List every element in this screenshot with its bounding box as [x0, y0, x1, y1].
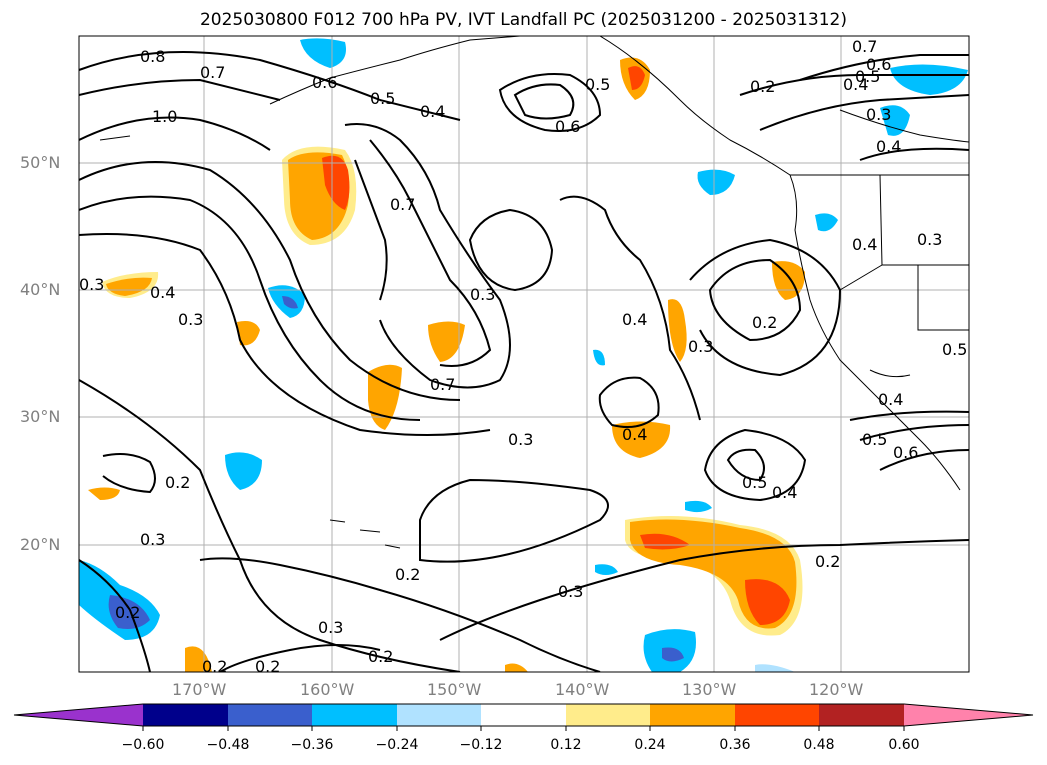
coastlines [99, 36, 969, 549]
lat-tick-label: 20°N [20, 535, 61, 554]
contour-label: 0.2 [750, 77, 775, 96]
contour-label: 0.7 [390, 195, 415, 214]
contour-label: 0.2 [255, 657, 280, 676]
colorbar-extend-min [14, 704, 143, 726]
contour-label: 0.2 [752, 313, 777, 332]
contour-label: 0.2 [815, 552, 840, 571]
lon-tick-label: 120°W [809, 680, 864, 699]
contour-label: 0.4 [622, 310, 647, 329]
lat-tick-label: 40°N [20, 280, 61, 299]
contour-label: 0.2 [368, 647, 393, 666]
colorbar-segment [819, 704, 904, 726]
contour-label: 0.6 [312, 73, 337, 92]
lon-tick-label: 130°W [682, 680, 737, 699]
contour-label: 0.3 [470, 285, 495, 304]
lon-tick-label: 140°W [555, 680, 610, 699]
colorbar-tick-label: 0.24 [634, 737, 666, 753]
contour-label: 0.2 [395, 565, 420, 584]
contour-label: 0.6 [555, 117, 580, 136]
colorbar-segment [735, 704, 819, 726]
contour-label: 1.0 [152, 107, 177, 126]
colorbar [13, 703, 1034, 731]
contour-label: 0.3 [917, 230, 942, 249]
map-title: 2025030800 F012 700 hPa PV, IVT Landfall… [199, 10, 847, 30]
contour-label: 0.3 [558, 582, 583, 601]
colorbar-segment [228, 704, 312, 726]
contour-label: 0.4 [420, 102, 445, 121]
contour-label: 0.3 [688, 337, 713, 356]
contour-label: 0.4 [878, 390, 903, 409]
contour-label: 0.7 [852, 37, 877, 56]
shaded-negative-anomalies [79, 38, 968, 672]
lat-tick-label: 50°N [20, 153, 61, 172]
contour-label: 0.4 [852, 235, 877, 254]
contour-label: 0.5 [942, 340, 967, 359]
colorbar-tick-label: −0.36 [290, 737, 334, 753]
contour-label: 0.6 [866, 55, 891, 74]
contour-label: 0.4 [622, 425, 647, 444]
pv-contours [79, 51, 969, 672]
contour-label: 0.8 [140, 47, 165, 66]
contour-label: 0.3 [508, 430, 533, 449]
contour-label: 0.2 [202, 657, 227, 676]
contour-label: 0.5 [742, 473, 767, 492]
contour-label: 0.4 [843, 75, 868, 94]
contour-label: 0.4 [876, 137, 901, 156]
colorbar-tick-label: −0.12 [459, 737, 503, 753]
lon-tick-label: 150°W [427, 680, 482, 699]
colorbar-segment [312, 704, 397, 726]
colorbar-segment [566, 704, 650, 726]
lat-tick-label: 30°N [20, 407, 61, 426]
map-frame [78, 35, 970, 673]
lon-tick-label: 170°W [172, 680, 227, 699]
contour-label: 0.3 [866, 105, 891, 124]
contour-label: 0.5 [855, 67, 880, 86]
contour-label: 0.5 [370, 89, 395, 108]
colorbar-segment [650, 704, 735, 726]
colorbar-tick-label: −0.60 [121, 737, 165, 753]
contour-label: 0.2 [165, 473, 190, 492]
shaded-positive-anomalies [88, 57, 805, 672]
contour-label: 0.3 [178, 310, 203, 329]
colorbar-segment [397, 704, 481, 726]
contour-labels: 0.8 0.7 1.0 0.6 0.5 0.4 0.5 0.6 0.2 0.7 … [79, 37, 967, 676]
lon-tick-label: 160°W [300, 680, 355, 699]
contour-label: 0.7 [200, 63, 225, 82]
contour-label: 0.2 [115, 603, 140, 622]
colorbar-tick-label: 0.60 [888, 737, 920, 753]
colorbar-tick-label: −0.48 [206, 737, 250, 753]
colorbar-segment [481, 704, 566, 726]
colorbar-extend-max [904, 704, 1033, 726]
contour-label: 0.5 [862, 430, 887, 449]
contour-label: 0.3 [79, 275, 104, 294]
contour-label: 0.3 [318, 618, 343, 637]
contour-label: 0.5 [585, 75, 610, 94]
contour-label: 0.6 [893, 443, 918, 462]
colorbar-tick-label: −0.24 [375, 737, 419, 753]
contour-label: 0.4 [150, 283, 175, 302]
contour-label: 0.7 [430, 375, 455, 394]
colorbar-segment [143, 704, 228, 726]
colorbar-tick-label: 0.12 [550, 737, 582, 753]
contour-label: 0.3 [140, 530, 165, 549]
gridlines [79, 36, 969, 672]
colorbar-tick-label: 0.48 [803, 737, 835, 753]
contour-label: 0.4 [772, 483, 797, 502]
colorbar-tick-label: 0.36 [719, 737, 751, 753]
